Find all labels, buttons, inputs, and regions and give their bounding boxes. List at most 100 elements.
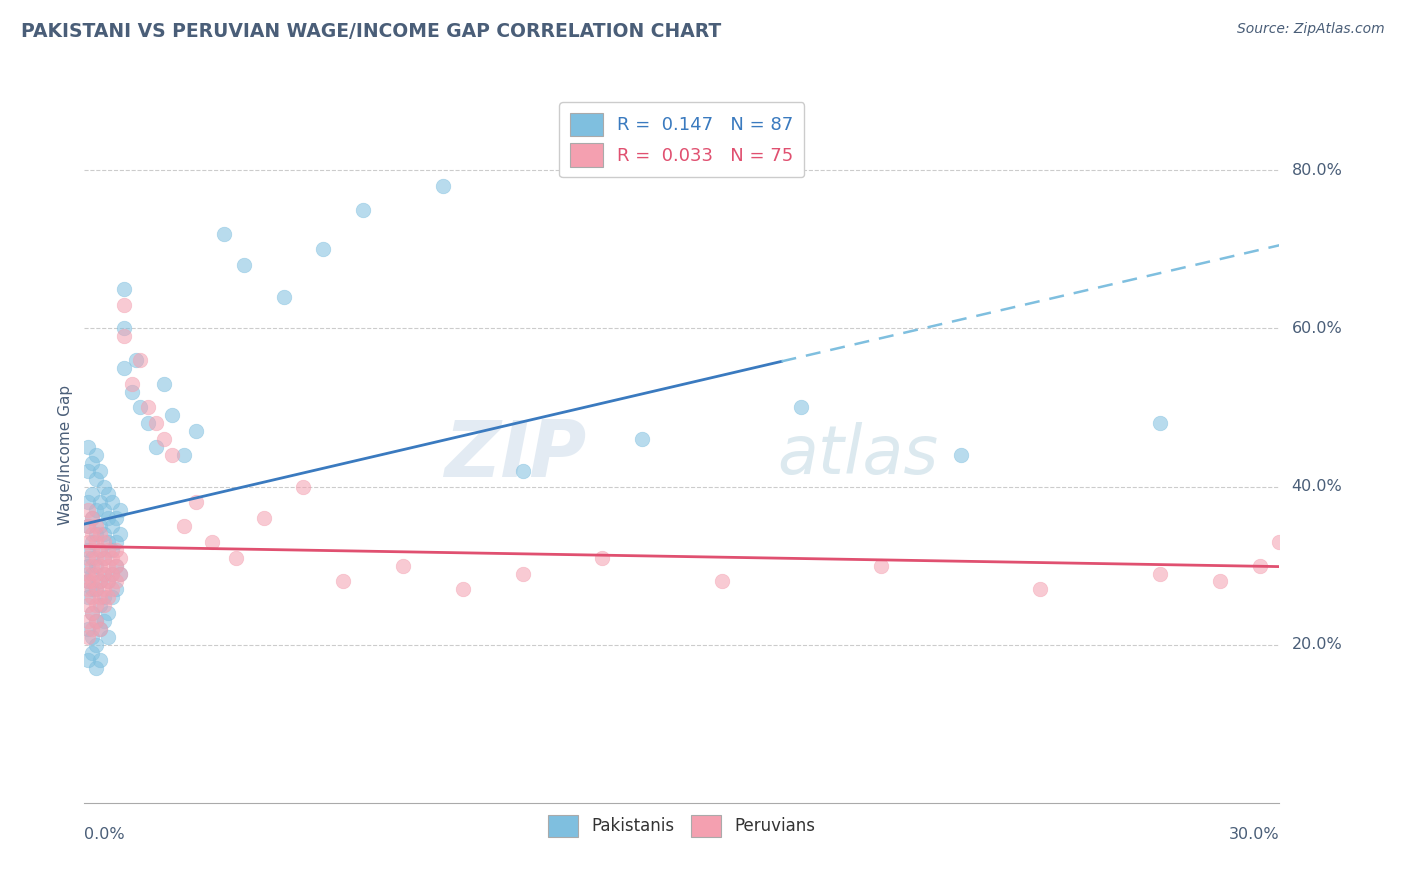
Point xyxy=(93,582,115,597)
Point xyxy=(89,527,111,541)
Point xyxy=(89,574,111,589)
Point xyxy=(89,464,111,478)
Text: 0.0%: 0.0% xyxy=(84,827,125,841)
Point xyxy=(86,614,108,628)
Point xyxy=(160,409,183,423)
Point xyxy=(97,558,120,573)
Point xyxy=(82,534,104,549)
Point xyxy=(86,448,108,462)
Point xyxy=(101,495,124,509)
Text: 20.0%: 20.0% xyxy=(1292,637,1343,652)
Point xyxy=(110,566,132,581)
Point xyxy=(86,558,108,573)
Point xyxy=(97,542,120,557)
Point xyxy=(101,591,124,605)
Point xyxy=(89,622,111,636)
Point xyxy=(77,574,100,589)
Point xyxy=(173,519,195,533)
Point xyxy=(93,566,115,581)
Point xyxy=(160,448,183,462)
Point xyxy=(292,479,315,493)
Point xyxy=(1209,574,1232,589)
Point xyxy=(86,527,108,541)
Point xyxy=(184,495,207,509)
Point xyxy=(136,417,159,431)
Point xyxy=(97,534,120,549)
Point xyxy=(89,542,111,557)
Point xyxy=(105,542,128,557)
Point xyxy=(77,598,100,612)
Point xyxy=(89,598,111,612)
Point xyxy=(112,360,135,375)
Point xyxy=(93,614,115,628)
Point xyxy=(1149,566,1171,581)
Point xyxy=(105,574,128,589)
Point xyxy=(86,598,108,612)
Point xyxy=(112,282,135,296)
Point xyxy=(89,519,111,533)
Point xyxy=(82,574,104,589)
Point xyxy=(1268,534,1291,549)
Text: 30.0%: 30.0% xyxy=(1229,827,1279,841)
Point xyxy=(77,440,100,454)
Point xyxy=(82,550,104,565)
Text: 40.0%: 40.0% xyxy=(1292,479,1343,494)
Point xyxy=(82,558,104,573)
Point xyxy=(105,558,128,573)
Point xyxy=(77,519,100,533)
Point xyxy=(89,542,111,557)
Point xyxy=(89,591,111,605)
Point xyxy=(105,558,128,573)
Point xyxy=(86,503,108,517)
Point xyxy=(86,638,108,652)
Point xyxy=(173,448,195,462)
Point xyxy=(101,550,124,565)
Point xyxy=(512,464,534,478)
Point xyxy=(82,591,104,605)
Point xyxy=(392,558,415,573)
Point xyxy=(77,566,100,581)
Point xyxy=(129,401,152,415)
Point xyxy=(93,598,115,612)
Point xyxy=(97,591,120,605)
Point xyxy=(93,566,115,581)
Point xyxy=(332,574,354,589)
Point xyxy=(129,353,152,368)
Point xyxy=(86,519,108,533)
Point xyxy=(110,503,132,517)
Point xyxy=(77,622,100,636)
Point xyxy=(93,591,115,605)
Point xyxy=(97,511,120,525)
Point xyxy=(86,582,108,597)
Point xyxy=(86,550,108,565)
Point xyxy=(77,519,100,533)
Point xyxy=(110,527,132,541)
Point xyxy=(93,550,115,565)
Point xyxy=(89,622,111,636)
Point xyxy=(93,550,115,565)
Point xyxy=(89,495,111,509)
Point xyxy=(77,495,100,509)
Point xyxy=(273,290,295,304)
Point xyxy=(82,646,104,660)
Point xyxy=(86,661,108,675)
Legend: Pakistanis, Peruvians: Pakistanis, Peruvians xyxy=(541,808,823,843)
Point xyxy=(184,424,207,438)
Point xyxy=(790,401,813,415)
Text: ZIP: ZIP xyxy=(444,417,586,493)
Point xyxy=(77,503,100,517)
Point xyxy=(77,550,100,565)
Point xyxy=(112,321,135,335)
Point xyxy=(97,630,120,644)
Point xyxy=(153,376,176,391)
Text: atlas: atlas xyxy=(778,422,939,488)
Point xyxy=(77,582,100,597)
Point xyxy=(82,542,104,557)
Point xyxy=(97,606,120,620)
Point xyxy=(86,566,108,581)
Point xyxy=(77,574,100,589)
Point xyxy=(97,574,120,589)
Point xyxy=(225,550,247,565)
Point xyxy=(77,558,100,573)
Point xyxy=(201,534,224,549)
